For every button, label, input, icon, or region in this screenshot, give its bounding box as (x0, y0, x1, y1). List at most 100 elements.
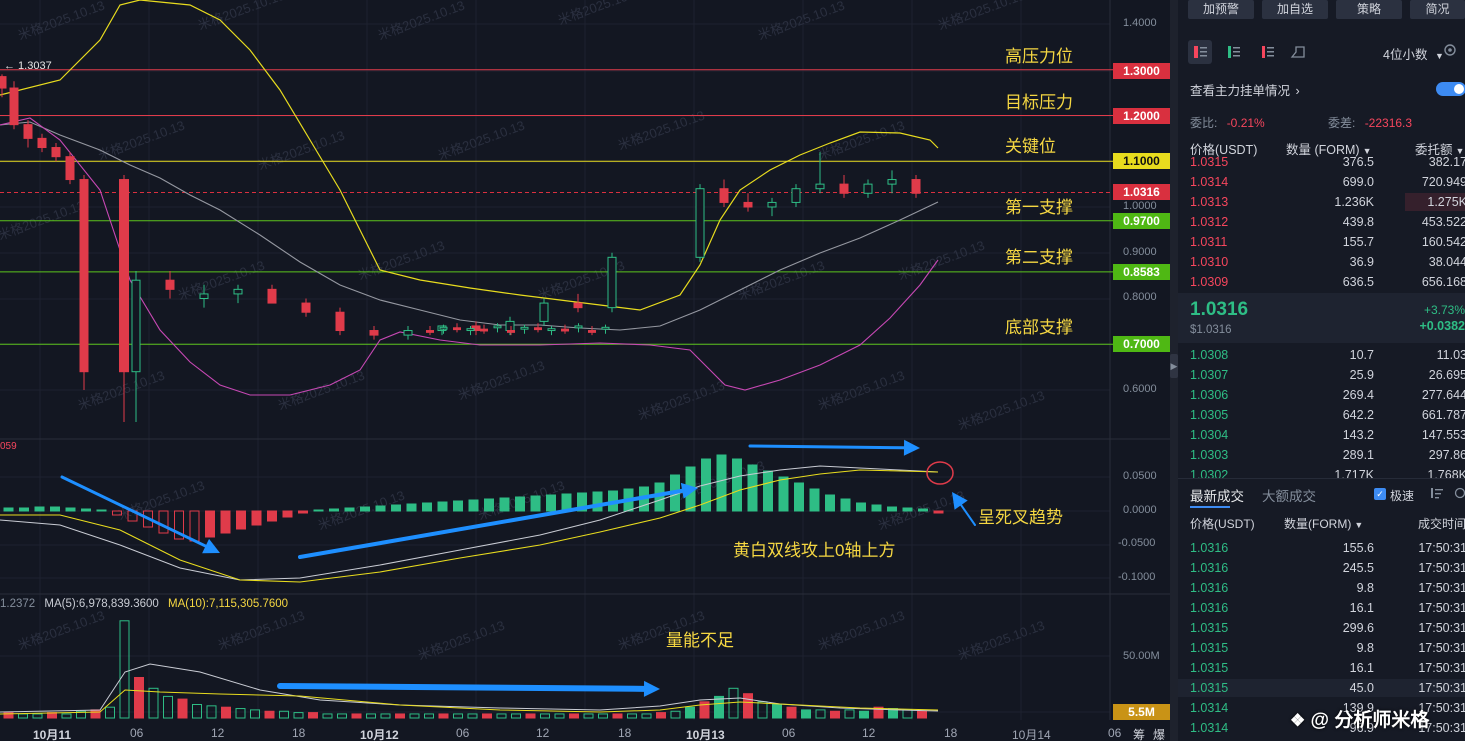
trade-row[interactable]: 1.0315 9.8 17:50:31 (1178, 638, 1465, 658)
orderbook-both-icon[interactable] (1188, 40, 1212, 64)
header-price[interactable]: 价格(USDT) (1190, 143, 1258, 157)
ask-row[interactable]: 1.0313 1.236K 1.275K (1178, 192, 1465, 212)
macd-histogram-bar (220, 510, 231, 534)
macd-histogram-bar (406, 503, 417, 512)
overview-button[interactable]: 简况 (1410, 0, 1465, 19)
trade-row[interactable]: 1.0315 16.1 17:50:31 (1178, 658, 1465, 678)
settings-icon[interactable] (1453, 486, 1465, 500)
trend-arrow-down-head (202, 538, 220, 554)
trades-tabbar: 最新成交 大额成交 ✓ 极速 (1178, 478, 1465, 508)
candle-body (37, 137, 47, 149)
candle-body (607, 256, 617, 309)
macd-histogram-bar (251, 510, 262, 526)
volume-bar (902, 709, 913, 719)
cell-quantity: 269.4 (1342, 388, 1374, 402)
settings-icon[interactable] (1442, 42, 1458, 58)
filter-icon[interactable] (1430, 486, 1444, 500)
watermark-text: 米格2025.10.13 (816, 608, 907, 653)
tab-latest-trades[interactable]: 最新成交 (1190, 489, 1244, 504)
bid-row[interactable]: 1.0306 269.4 277.644 (1178, 385, 1465, 405)
chip-toggle[interactable]: 筹 (1133, 728, 1146, 741)
watermark-text: 米格2025.10.13 (756, 0, 847, 43)
decimals-select[interactable]: 4位小数 ▼ (1383, 44, 1444, 63)
volume-arrow-head (643, 680, 660, 697)
volume-bar (757, 701, 768, 719)
time-tick: 10月12 (360, 728, 399, 741)
cell-quantity: 1.236K (1334, 195, 1374, 209)
liquidation-toggle[interactable]: 爆 (1153, 728, 1166, 741)
bid-row[interactable]: 1.0305 642.2 661.787 (1178, 405, 1465, 425)
time-tick: 12 (536, 726, 550, 740)
trade-row[interactable]: 1.0316 155.6 17:50:31 (1178, 538, 1465, 558)
candle-body (51, 147, 61, 158)
volume-bar (873, 706, 884, 719)
macd-histogram-bar (856, 502, 866, 512)
ask-row[interactable]: 1.0310 36.9 38.044 (1178, 252, 1465, 272)
cell-time: 17:50:31 (1418, 721, 1465, 735)
level-label-bottom-support: 底部支撑 (1005, 318, 1073, 337)
ask-row[interactable]: 1.0311 155.7 160.542 (1178, 232, 1465, 252)
orderbook-asks-icon[interactable] (1256, 40, 1280, 64)
macd-histogram-bar (344, 507, 355, 512)
add-favorite-button[interactable]: 加自选 (1262, 0, 1328, 19)
trend-arrow-down (60, 475, 208, 548)
fast-checkbox[interactable]: ✓ (1374, 488, 1386, 500)
trade-row[interactable]: 1.0316 16.1 17:50:31 (1178, 598, 1465, 618)
ask-row[interactable]: 1.0315 376.5 382.17 (1178, 152, 1465, 172)
volume-bar (32, 713, 43, 719)
candle-body (839, 183, 849, 194)
depth-chart-icon[interactable] (1286, 40, 1310, 64)
watermark-text: 米格2025.10.13 (936, 0, 1027, 33)
trades-header-quantity[interactable]: 数量(FORM) ▼ (1284, 514, 1363, 535)
time-tick: 06 (1108, 726, 1122, 740)
header-quantity-label: 数量 (FORM) (1286, 143, 1360, 157)
header-amount[interactable]: 委托额 ▼ (1415, 140, 1464, 161)
annotation-volume-low: 量能不足 (666, 631, 734, 650)
bid-row[interactable]: 1.0302 1.717K 1.768K (1178, 465, 1465, 479)
chevron-down-icon: ▼ (1354, 520, 1364, 530)
ask-row[interactable]: 1.0312 439.8 453.522 (1178, 212, 1465, 232)
trade-row[interactable]: 1.0316 245.5 17:50:31 (1178, 558, 1465, 578)
collapse-panel-handle[interactable]: ▶ (1170, 354, 1178, 378)
fast-label: 极速 (1390, 489, 1415, 503)
candle-body (23, 124, 33, 139)
chart-canvas[interactable]: 米格2025.10.13 米格2025.10.13 米格2025.10.13 米格20… (0, 0, 1175, 741)
ask-row[interactable]: 1.0309 636.5 656.168 (1178, 272, 1465, 290)
macd-histogram-bar (902, 507, 913, 512)
decimals-value: 4位小数 (1383, 48, 1428, 62)
macd-histogram-bar (794, 482, 804, 512)
tab-large-trades[interactable]: 大额成交 (1262, 489, 1316, 504)
candle-body (131, 279, 141, 373)
cell-price: 1.0311 (1190, 235, 1228, 249)
trade-row[interactable]: 1.0315 45.0 17:50:31 (1178, 678, 1465, 698)
main-orders-toggle[interactable] (1436, 82, 1465, 96)
macd-tick: 0.0500 (1123, 470, 1157, 482)
strategy-button[interactable]: 策略 (1336, 0, 1402, 19)
ask-row[interactable]: 1.0314 699.0 720.949 (1178, 172, 1465, 192)
volume-bar (482, 713, 492, 719)
chevron-down-icon: ▼ (1362, 146, 1372, 156)
trade-row[interactable]: 1.0314 96.9 17:50:31 (1178, 718, 1465, 738)
main-orders-link[interactable]: 查看主力挂单情况 › (1190, 80, 1300, 99)
header-quantity[interactable]: 数量 (FORM) ▼ (1286, 140, 1372, 161)
cell-quantity: 139.9 (1342, 701, 1374, 715)
bid-row[interactable]: 1.0304 143.2 147.553 (1178, 425, 1465, 445)
bollinger-upper (0, 0, 939, 311)
bid-row[interactable]: 1.0303 289.1 297.86 (1178, 445, 1465, 465)
macd-side-value: 059 (0, 441, 17, 452)
trade-row[interactable]: 1.0315 299.6 17:50:31 (1178, 618, 1465, 638)
level-label-key: 关键位 (1005, 137, 1056, 156)
watermark-text: 米格2025.10.13 (0, 198, 87, 243)
watermark-text: 米格2025.10.13 (356, 238, 447, 283)
bid-row[interactable]: 1.0308 10.7 11.03 (1178, 345, 1465, 365)
orderbook-bids-icon[interactable] (1222, 40, 1246, 64)
macd-histogram-bar (546, 494, 556, 512)
macd-histogram-bar (592, 491, 603, 512)
kline-chart[interactable]: 米格2025.10.13 米格2025.10.13 米格2025.10.13 米格20… (0, 0, 1175, 741)
candle-body (233, 288, 243, 295)
cell-amount: 1.768K (1427, 468, 1465, 479)
trade-row[interactable]: 1.0314 139.9 17:50:31 (1178, 698, 1465, 718)
bid-row[interactable]: 1.0307 25.9 26.695 (1178, 365, 1465, 385)
trade-row[interactable]: 1.0316 9.8 17:50:31 (1178, 578, 1465, 598)
add-alert-button[interactable]: 加预警 (1188, 0, 1254, 19)
